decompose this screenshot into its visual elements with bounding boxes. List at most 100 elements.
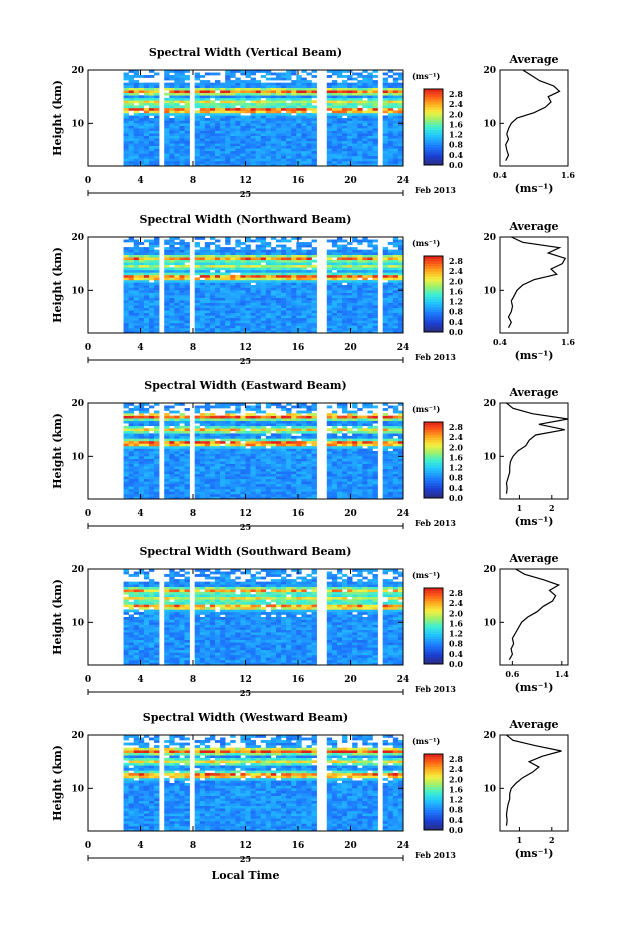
heatmap-cell [387, 138, 394, 142]
heatmap-cell [372, 105, 378, 109]
heatmap-cell [209, 264, 216, 268]
heatmap-cell [204, 133, 211, 136]
heatmap-cell [281, 330, 287, 334]
heatmap-cell [184, 488, 190, 492]
heatmap-cell [255, 244, 262, 248]
heatmap-cell [225, 254, 231, 258]
heatmap-cell [169, 105, 175, 109]
heatmap-cell [372, 158, 378, 162]
heatmap-cell [306, 145, 312, 149]
heatmap-cell [357, 267, 363, 271]
heatmap-cell [245, 155, 251, 159]
heatmap-cell [143, 158, 150, 162]
heatmap-cell [342, 312, 348, 316]
heatmap-cell [235, 471, 241, 475]
heatmap-cell [148, 249, 155, 253]
heatmap-cell [148, 135, 155, 139]
heatmap-cell [230, 145, 236, 149]
heatmap-cell [164, 133, 170, 136]
heatmap-cell [265, 312, 272, 316]
heatmap-cell [286, 438, 292, 442]
heatmap-cell [270, 259, 277, 263]
heatmap-cell [240, 491, 246, 495]
heatmap-cell [270, 150, 277, 154]
heatmap-cell [174, 269, 180, 273]
heatmap-cell [291, 97, 297, 101]
x-tick-label: 4 [137, 343, 143, 353]
heatmap-cell [255, 493, 262, 497]
heatmap-cell [148, 155, 155, 159]
heatmap-cell [235, 85, 241, 88]
heatmap-cell [143, 279, 150, 283]
heatmap-cell [311, 463, 317, 467]
heatmap-cell [270, 277, 277, 281]
heatmap-cell [255, 107, 262, 111]
heatmap-cell [169, 247, 175, 250]
heatmap-cell [296, 123, 302, 126]
heatmap-cell [245, 148, 251, 152]
heatmap-cell [123, 77, 129, 81]
heatmap-cell [209, 145, 216, 149]
heatmap-cell [362, 262, 368, 266]
heatmap-cell [291, 448, 297, 452]
heatmap-cell [301, 105, 307, 109]
heatmap-cell [215, 267, 221, 271]
heatmap-cell [133, 476, 140, 480]
heatmap-cell [255, 143, 262, 147]
heatmap-cell [270, 90, 277, 94]
heatmap-cell [362, 82, 368, 86]
heatmap-cell [199, 247, 206, 250]
heatmap-cell [143, 110, 150, 114]
heatmap-cell [230, 254, 236, 258]
heatmap-cell [336, 110, 343, 114]
heatmap-cell [174, 92, 180, 96]
heatmap-cell [255, 315, 262, 319]
heatmap-cell [286, 123, 292, 126]
heatmap-cell [311, 140, 317, 144]
heatmap-cell [230, 496, 236, 500]
heatmap-cell [387, 97, 394, 101]
heatmap-cell [306, 140, 312, 144]
heatmap-cell [194, 249, 201, 253]
heatmap-cell [245, 259, 251, 263]
heatmap-cell [194, 153, 201, 157]
heatmap-cell [260, 143, 267, 147]
heatmap-cell [275, 100, 282, 104]
heatmap-cell [225, 158, 231, 162]
heatmap-cell [215, 443, 221, 447]
heatmap-cell [275, 471, 282, 475]
heatmap-cell [301, 295, 307, 298]
colorbar-segment [424, 309, 443, 313]
heatmap-cell [311, 95, 317, 99]
heatmap-cell [306, 160, 312, 164]
heatmap-cell [245, 327, 251, 331]
heatmap-cell [367, 285, 373, 288]
date-label: Feb 2013 [415, 352, 456, 362]
heatmap-cell [235, 433, 241, 437]
heatmap-cell [331, 158, 338, 162]
heatmap-cell [138, 443, 145, 447]
heatmap-cell [286, 77, 292, 81]
heatmap-cell [281, 158, 287, 162]
heatmap-cell [296, 300, 302, 303]
heatmap-cell [230, 410, 236, 414]
heatmap-cell [245, 322, 251, 326]
heatmap-cell [174, 112, 180, 116]
colorbar-label: 2.8 [449, 89, 463, 99]
heatmap-cell [296, 471, 302, 475]
heatmap-cell [260, 471, 267, 475]
heatmap-cell [306, 310, 312, 314]
colorbar-segment [424, 139, 443, 143]
heatmap-cell [347, 312, 353, 316]
heatmap-cell [382, 312, 389, 316]
heatmap-cell [265, 254, 272, 258]
heatmap-cell [169, 438, 175, 442]
heatmap-cell [397, 262, 404, 266]
heatmap-cell [372, 163, 378, 167]
heatmap-cell [128, 125, 135, 129]
heatmap-cell [164, 438, 170, 442]
heatmap-cell [209, 110, 216, 114]
heatmap-cell [291, 115, 297, 119]
heatmap-cell [362, 123, 368, 126]
heatmap-cell [123, 85, 129, 88]
